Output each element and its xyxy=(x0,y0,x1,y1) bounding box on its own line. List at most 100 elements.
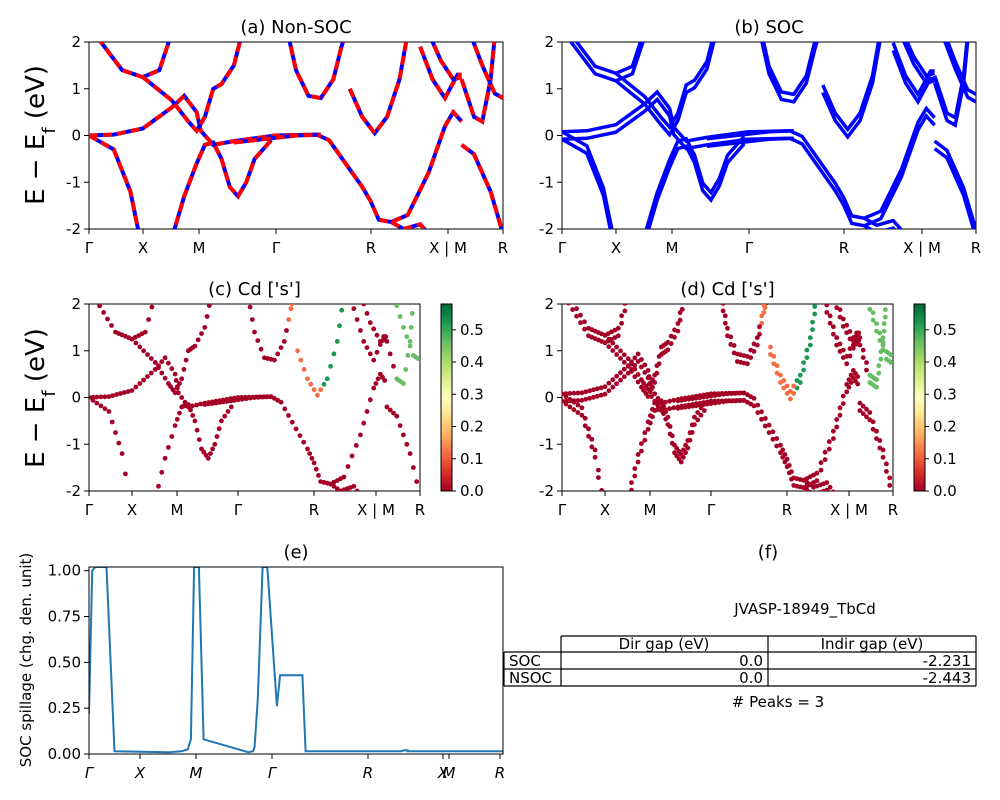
scatter-point xyxy=(778,372,783,378)
scatter-point xyxy=(837,307,843,312)
scatter-point xyxy=(354,317,360,322)
table-row-nsoc-label: NSOC xyxy=(509,669,552,687)
x-tick-label: R xyxy=(498,239,508,257)
scatter-point xyxy=(846,377,852,383)
y-tick-label: 0 xyxy=(544,127,554,145)
colorbar xyxy=(913,303,926,492)
scatter-point xyxy=(321,381,327,387)
scatter-point xyxy=(683,442,688,448)
band-line-soc xyxy=(562,96,936,228)
scatter-point xyxy=(331,351,337,357)
y-tick-label: -1 xyxy=(66,173,81,191)
band-line-soc xyxy=(761,42,817,97)
scatter-point xyxy=(757,331,762,337)
scatter-point xyxy=(837,412,843,418)
scatter-point xyxy=(697,402,703,408)
scatter-point xyxy=(589,436,595,442)
y-tick-label: 0.25 xyxy=(48,699,81,717)
scatter-point xyxy=(632,355,638,361)
scatter-point xyxy=(286,317,292,322)
x-tick-label: X xyxy=(600,501,610,519)
scatter-point xyxy=(582,326,587,332)
scatter-point xyxy=(665,414,671,420)
scatter-point xyxy=(286,413,291,418)
y-tick-label: 1.00 xyxy=(48,562,81,580)
scatter-point xyxy=(681,447,686,453)
scatter-point xyxy=(596,475,601,480)
scatter-point xyxy=(857,400,863,406)
scatter-points xyxy=(89,297,420,503)
x-tick-label: Γ xyxy=(85,764,95,782)
scatter-point xyxy=(153,498,158,503)
scatter-point xyxy=(860,355,866,360)
scatter-point xyxy=(599,496,604,501)
scatter-point xyxy=(93,297,98,302)
scatter-point xyxy=(172,390,178,396)
scatter-point xyxy=(751,396,757,401)
scatter-point xyxy=(780,447,786,453)
scatter-point xyxy=(174,385,180,391)
table-row-soc-label: SOC xyxy=(509,652,541,670)
scatter-point xyxy=(751,341,757,347)
scatter-point xyxy=(252,329,257,335)
band-ylabel-top: E − Ef (eV) xyxy=(21,65,60,205)
scatter-point xyxy=(252,395,257,400)
band-line-blue xyxy=(89,92,464,225)
y-tick-label: 0 xyxy=(544,389,554,407)
panel-e-soc-spillage: 0.000.250.500.751.00Γ X M Γ R XM R(e) xyxy=(48,542,506,782)
scatter-point xyxy=(183,357,189,363)
scatter-point xyxy=(258,346,264,352)
colorbar-tick-label: 0.5 xyxy=(460,321,484,339)
scatter-point xyxy=(686,396,692,402)
scatter-point xyxy=(639,357,644,362)
x-tick-label: R xyxy=(415,501,425,519)
scatter-point xyxy=(94,400,100,406)
band-line-soc xyxy=(760,42,819,104)
scatter-point xyxy=(364,311,370,316)
scatter-point xyxy=(824,310,830,315)
scatter-point xyxy=(857,408,863,413)
scatter-point xyxy=(397,314,403,319)
scatter-point xyxy=(870,310,876,316)
scatter-point xyxy=(822,457,828,463)
scatter-point xyxy=(582,319,587,325)
scatter-point xyxy=(831,428,836,434)
plot-frame xyxy=(88,566,504,755)
scatter-point xyxy=(868,304,871,305)
scatter-point xyxy=(658,398,664,404)
plot-frame xyxy=(561,41,977,230)
scatter-point xyxy=(766,422,772,428)
band-line-red-dashed xyxy=(459,42,497,125)
colorbar xyxy=(440,303,453,492)
scatter-point xyxy=(857,335,863,341)
scatter-point xyxy=(701,408,707,413)
panel-title: (e) xyxy=(283,542,308,563)
scatter-point xyxy=(358,328,363,333)
scatter-point xyxy=(177,410,182,416)
scatter-point xyxy=(867,410,873,415)
scatter-point xyxy=(844,322,850,328)
scatter-point xyxy=(844,382,850,387)
scatter-point xyxy=(137,344,143,350)
scatter-point xyxy=(882,314,888,320)
scatter-point xyxy=(334,339,340,344)
scatter-point xyxy=(642,437,648,443)
scatter-point xyxy=(812,311,818,317)
scatter-point xyxy=(353,443,359,448)
scatter-point xyxy=(318,387,324,393)
band-line-blue xyxy=(471,42,503,100)
band-line-red-dashed xyxy=(89,92,464,225)
scatter-point xyxy=(629,480,634,485)
scatter-point xyxy=(364,409,370,414)
scatter-point xyxy=(354,488,360,491)
scatter-point xyxy=(606,336,612,342)
scatter-point xyxy=(225,409,231,414)
scatter-point xyxy=(667,424,673,429)
scatter-point xyxy=(621,352,627,358)
scatter-point xyxy=(635,372,641,377)
scatter-point xyxy=(196,437,202,442)
scatter-point xyxy=(578,312,583,318)
scatter-point xyxy=(626,494,631,499)
scatter-point xyxy=(586,433,591,439)
scatter-point xyxy=(206,304,212,308)
